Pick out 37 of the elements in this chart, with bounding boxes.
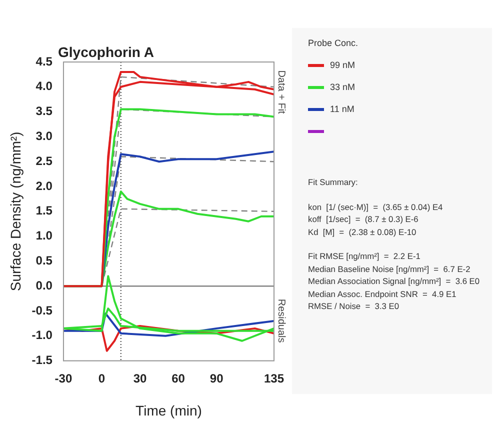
text: kon [1/ (sec·M)] = (3.65 ± 0.04) E4 [308, 200, 444, 213]
y-tick-label: 0.0 [36, 278, 53, 292]
y-tick-label: 1.0 [36, 228, 53, 243]
text: Median Association Signal [ng/mm²] = 3.6 E0 [308, 275, 481, 288]
y-tick-label: -0.5 [32, 303, 53, 318]
x-tick-label: -30 [54, 371, 72, 386]
y-tick-label: 2.5 [36, 154, 53, 168]
text: Median Baseline Noise [ng/mm²] = 6.7 E-2 [308, 262, 472, 275]
y-tick-label: 2.0 [36, 178, 53, 193]
y-tick-label: -1.0 [32, 328, 53, 342]
legend-label: 33 nM [330, 82, 356, 92]
text: Residuals [275, 298, 286, 343]
legend-label: 11 nM [330, 104, 354, 114]
x-axis-title: Time (min) [136, 402, 202, 418]
text: koff [1/sec] = (8.7 ± 0.3) E-6 [308, 213, 420, 226]
y-axis-title: Surface Density (ng/mm²) [7, 132, 24, 292]
legend-label: 99 nM [330, 60, 356, 70]
x-tick-label: 30 [133, 371, 148, 386]
y-tick-label: -1.5 [32, 353, 53, 368]
text: Fit Summary: [308, 176, 359, 188]
y-tick-label: 4.0 [36, 79, 53, 94]
x-tick-label: 90 [210, 371, 224, 386]
y-tick-label: 3.0 [36, 129, 53, 144]
y-tick-label: 1.5 [36, 204, 53, 218]
chart-title: Glycophorin A [58, 44, 154, 60]
y-tick-label: 3.5 [36, 104, 53, 118]
x-tick-label: 135 [264, 371, 284, 386]
text: Kd [M] = (2.38 ± 0.08) E-10 [308, 226, 418, 238]
y-tick-label: 0.5 [36, 254, 53, 268]
text: RMSE / Noise = 3.3 E0 [308, 300, 400, 312]
x-tick-label: 0 [98, 371, 106, 386]
legend-title: Probe Conc. [308, 38, 360, 48]
text: Median Assoc. Endpoint SNR = 4.9 E1 [308, 288, 458, 300]
text: Fit RMSE [ng/mm²] = 2.2 E-1 [308, 250, 422, 262]
text: Data + Fit [275, 70, 286, 114]
y-tick-label: 4.5 [36, 54, 53, 68]
x-tick-label: 60 [172, 371, 186, 386]
